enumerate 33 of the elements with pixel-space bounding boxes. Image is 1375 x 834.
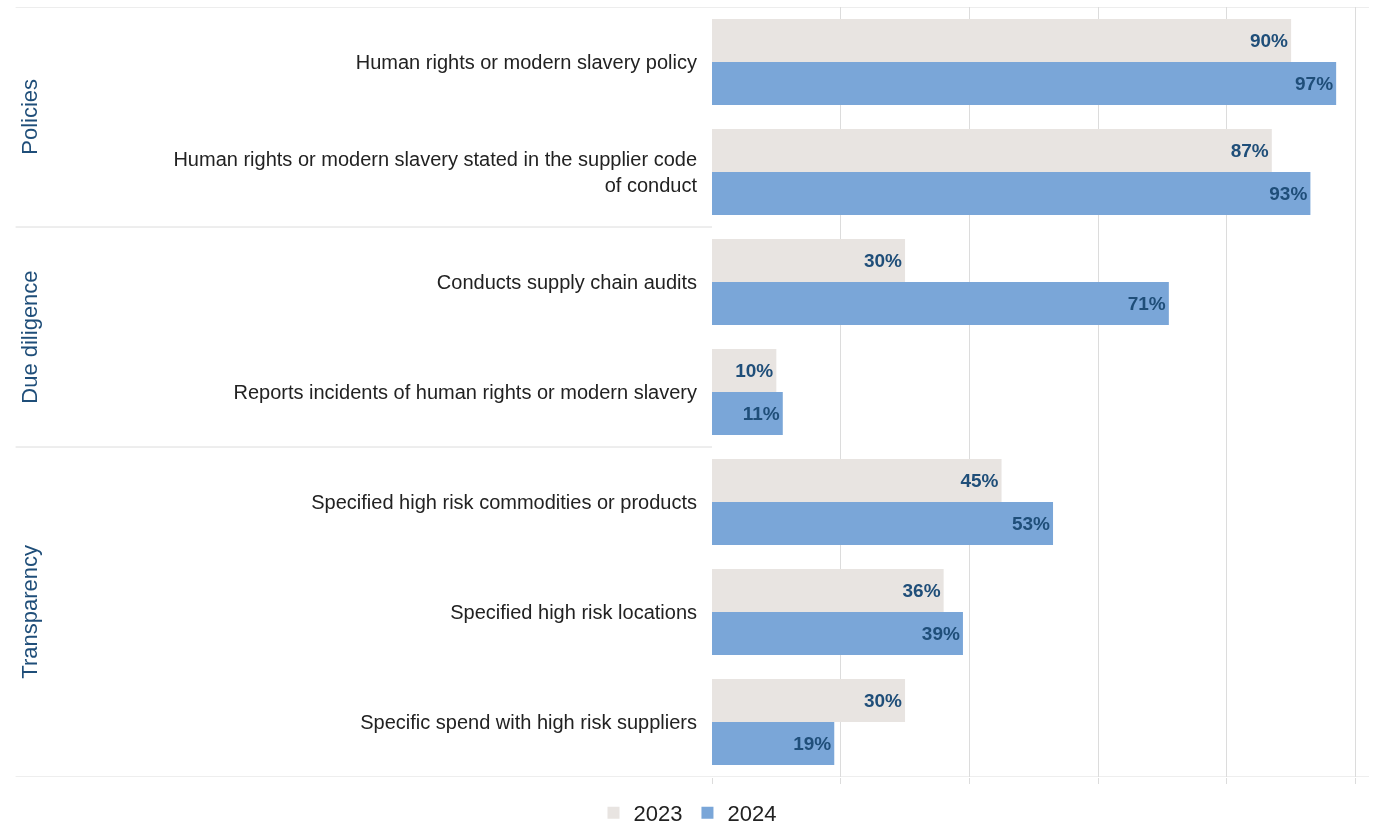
data-label: 90% [1249, 30, 1289, 52]
bar [712, 172, 1311, 215]
data-label: 39% [921, 622, 960, 644]
y-tick-label: Specified high risk locations [450, 601, 697, 623]
y-tick-label: Specified high risk commodities or products [311, 491, 697, 513]
text: Policies [16, 78, 42, 155]
data-label: 87% [1230, 140, 1269, 162]
data-label: 93% [1269, 182, 1308, 204]
data-label: 36% [902, 580, 941, 602]
y-tick-label: Conducts supply chain audits [436, 271, 697, 293]
text: Due diligence [16, 270, 42, 404]
bar [712, 502, 1054, 545]
bar [712, 392, 783, 435]
data-label: 45% [960, 470, 999, 492]
text: Transparency [16, 545, 42, 679]
data-label: 71% [1127, 292, 1166, 314]
y-tick-label: Specific spend with high risk suppliers [360, 711, 697, 733]
bar [712, 722, 835, 765]
bar [712, 62, 1337, 105]
data-label: 11% [742, 402, 780, 424]
y-tick-label: Reports incidents of human rights or modern slavery [233, 381, 697, 403]
data-label: 30% [863, 250, 903, 272]
data-label: 30% [863, 690, 903, 712]
data-label: 97% [1295, 72, 1334, 94]
data-label: 10% [735, 360, 774, 382]
y-tick-label: Human rights or modern slavery policy [355, 51, 697, 73]
y-tick-label: Human rights or modern slavery stated in the supplier code of conduct [173, 148, 698, 196]
bar [712, 612, 963, 655]
legend-label: 2023 [633, 801, 683, 827]
legend-label: 2024 [727, 801, 777, 827]
data-label: 53% [1011, 512, 1051, 534]
data-label: 19% [793, 732, 832, 754]
bar [712, 282, 1169, 325]
